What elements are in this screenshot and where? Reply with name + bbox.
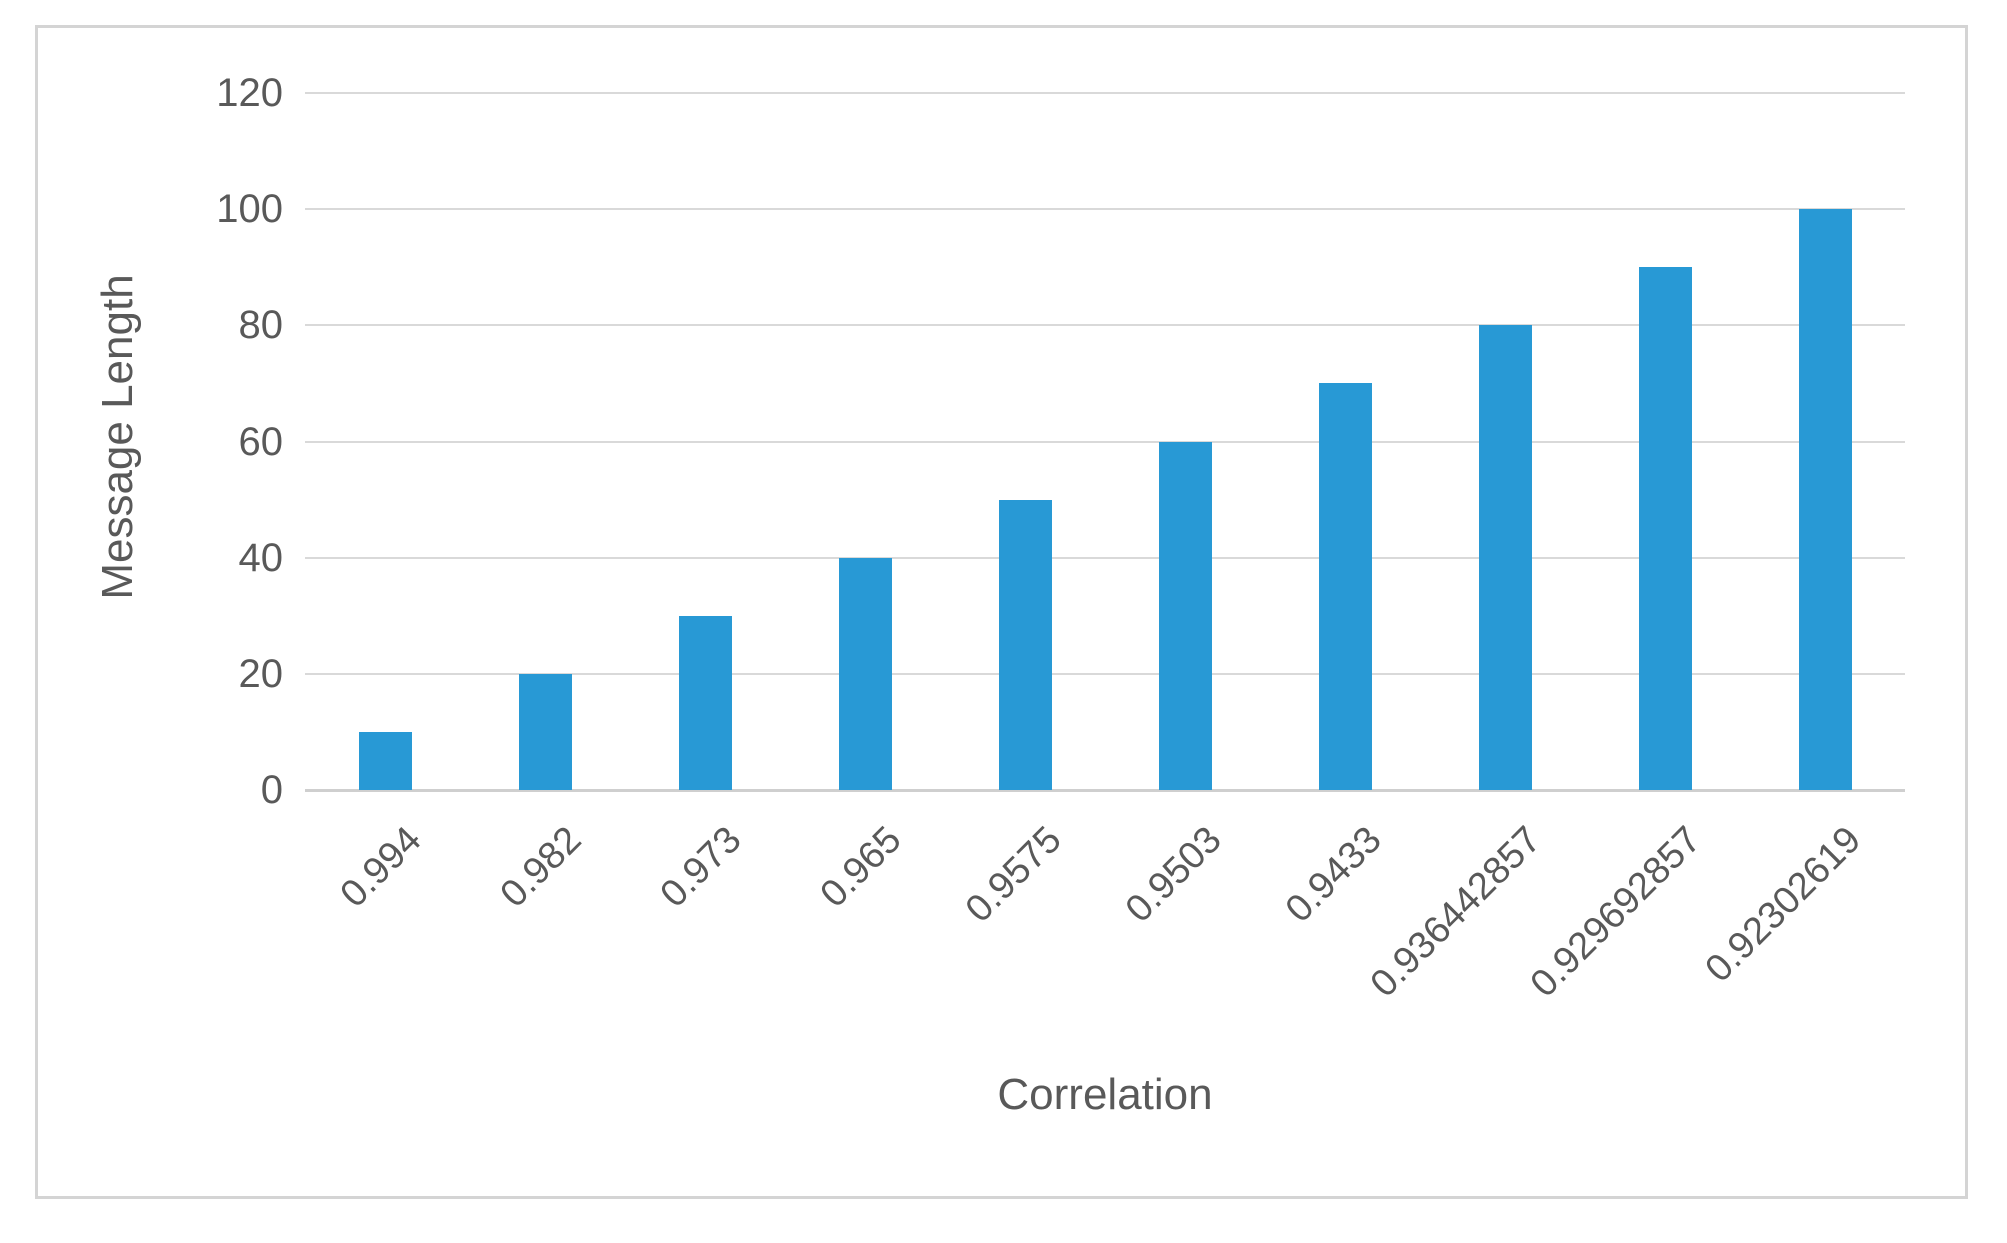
bar-slot: [1265, 93, 1425, 790]
y-tick-label: 80: [238, 303, 284, 348]
bar-slot: [465, 93, 625, 790]
y-tick-label: 0: [260, 768, 283, 812]
bar-slot: [305, 93, 465, 790]
gridline: [305, 92, 1905, 94]
y-tick-label: 100: [216, 187, 283, 232]
bar: [1158, 441, 1212, 790]
y-tick-label: 40: [238, 535, 284, 580]
plot-area: [305, 92, 1905, 792]
bar-slot: [1585, 93, 1745, 790]
bars: [305, 93, 1905, 790]
bar: [838, 557, 892, 790]
y-tick-label: 20: [238, 651, 284, 696]
y-tick-label: 120: [216, 71, 283, 115]
y-axis-title: Message Length: [93, 274, 142, 600]
bar-slot: [1425, 93, 1585, 790]
x-axis-line: [305, 789, 1905, 792]
gridline: [305, 208, 1905, 211]
bar-slot: [945, 93, 1105, 790]
bar: [1638, 267, 1692, 790]
gridline: [305, 324, 1905, 327]
bar-slot: [1105, 93, 1265, 790]
bar: [518, 673, 572, 790]
gridline: [305, 672, 1905, 675]
gridline: [305, 440, 1905, 443]
bar-slot: [625, 93, 785, 790]
bar-slot: [785, 93, 945, 790]
y-tick-label: 60: [238, 419, 284, 464]
bar-slot: [1745, 93, 1905, 790]
gridline: [305, 556, 1905, 559]
bar: [678, 615, 732, 790]
bar: [998, 499, 1052, 790]
bar: [1318, 383, 1372, 790]
bar: [358, 731, 412, 790]
x-axis-title: Correlation: [997, 1070, 1213, 1119]
bar: [1798, 209, 1852, 790]
bar: [1478, 325, 1532, 790]
